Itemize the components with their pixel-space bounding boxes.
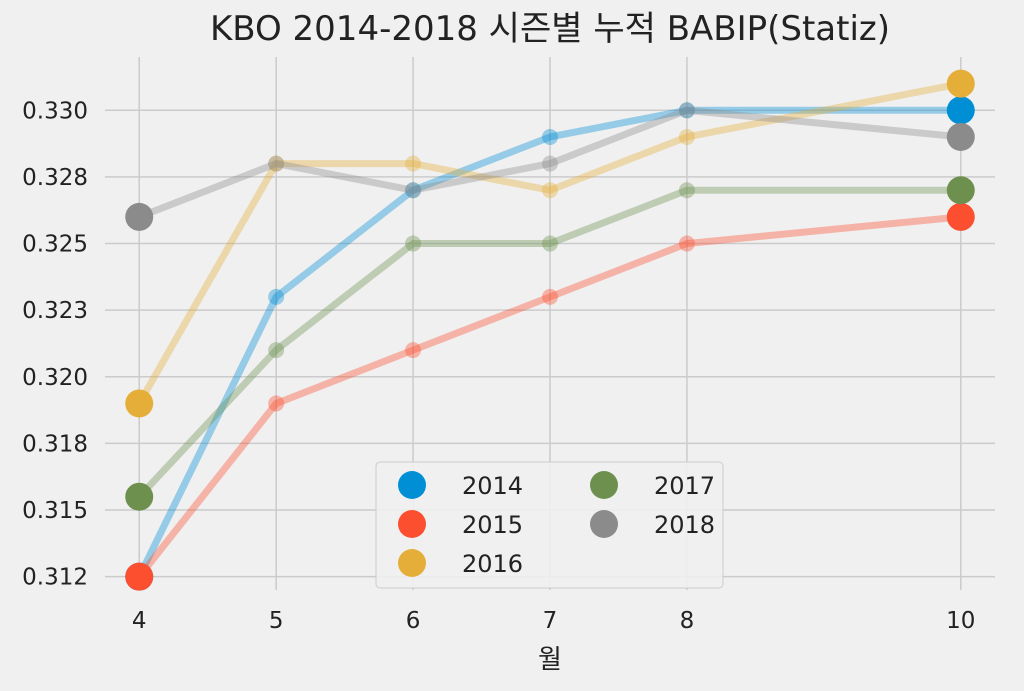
- series-2016: [125, 69, 975, 418]
- data-point-2016: [946, 69, 975, 98]
- data-point-2017: [125, 482, 154, 511]
- y-tick-label: 0.328: [22, 165, 88, 191]
- data-point-2015: [268, 395, 285, 412]
- x-tick-label: 5: [269, 608, 284, 634]
- data-point-2015: [405, 342, 422, 359]
- x-tick-label: 8: [680, 608, 695, 634]
- data-point-2014: [946, 96, 975, 125]
- data-point-2017: [678, 182, 695, 199]
- series-line-2015: [135, 213, 965, 581]
- legend-marker-2016: [398, 549, 426, 577]
- legend-box: [375, 461, 724, 589]
- series-2015: [125, 202, 975, 591]
- data-point-2015: [946, 202, 975, 231]
- legend-label-2018: 2018: [654, 511, 715, 539]
- x-axis-label: 월: [538, 645, 562, 675]
- data-point-2016: [405, 155, 422, 172]
- data-point-2018: [405, 182, 422, 199]
- x-tick-label: 4: [132, 608, 147, 634]
- data-point-2018: [268, 155, 285, 172]
- data-point-2016: [268, 155, 285, 172]
- data-point-2016: [542, 182, 558, 199]
- chart-title: KBO 2014-2018 시즌별 누적 BABIP(Statiz): [210, 9, 890, 49]
- series-group: [125, 69, 975, 591]
- y-tick-label: 0.320: [22, 365, 88, 391]
- series-2017: [125, 176, 975, 511]
- data-point-2018: [678, 102, 695, 119]
- legend-marker-2014: [398, 471, 426, 499]
- legend-marker-2015: [398, 510, 426, 538]
- data-point-2017: [946, 176, 975, 205]
- data-point-2018: [542, 155, 558, 172]
- legend: 2014 2015 2016 2017 2018: [375, 461, 724, 589]
- data-point-2014: [542, 128, 558, 145]
- x-tick-label: 7: [543, 608, 558, 634]
- data-point-2014: [405, 182, 422, 199]
- series-2018: [125, 102, 975, 231]
- data-point-2015: [542, 288, 558, 305]
- data-point-2016: [125, 389, 154, 418]
- x-tick-labels: 4 5 6 7 8 10: [132, 608, 975, 634]
- data-point-2014: [678, 102, 695, 119]
- legend-label-2016: 2016: [462, 550, 523, 578]
- series-line-2017: [135, 186, 965, 501]
- series-line-2014: [135, 106, 965, 581]
- y-tick-label: 0.315: [22, 498, 88, 524]
- data-point-2018: [125, 202, 154, 231]
- y-tick-label: 0.330: [22, 98, 88, 124]
- legend-marker-2018: [590, 510, 618, 538]
- data-point-2016: [678, 128, 695, 145]
- data-point-2017: [405, 235, 422, 252]
- legend-label-2015: 2015: [462, 511, 523, 539]
- x-tick-label: 10: [946, 608, 975, 634]
- y-tick-label: 0.312: [22, 565, 88, 591]
- y-tick-label: 0.318: [22, 431, 88, 457]
- series-line-2016: [135, 80, 965, 407]
- legend-label-2014: 2014: [462, 472, 523, 500]
- data-point-2015: [678, 235, 695, 252]
- legend-label-2017: 2017: [654, 472, 715, 500]
- data-point-2018: [946, 122, 975, 151]
- y-tick-label: 0.323: [22, 298, 88, 324]
- x-tick-label: 6: [406, 608, 421, 634]
- y-tick-labels: 0.312 0.315 0.318 0.320 0.323 0.325 0.328 0.330: [22, 98, 88, 590]
- data-point-2015: [125, 562, 154, 591]
- data-point-2017: [542, 235, 558, 252]
- legend-marker-2017: [590, 471, 618, 499]
- data-point-2017: [268, 342, 285, 359]
- data-point-2014: [268, 288, 285, 305]
- series-line-2018: [135, 106, 965, 221]
- y-tick-label: 0.325: [22, 232, 88, 258]
